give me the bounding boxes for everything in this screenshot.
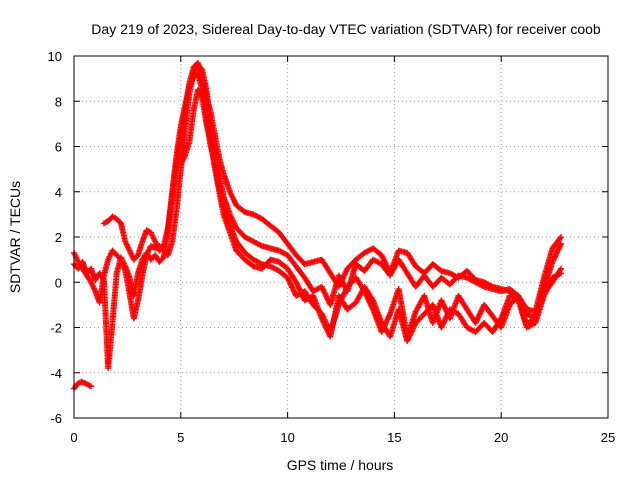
y-tick-labels: -6 -4 -2 0 2 4 6 8 10 [48,49,62,426]
data-point-fill [159,255,166,262]
x-tick-label: 20 [494,430,508,445]
chart-title: Day 219 of 2023, Sidereal Day-to-day VTE… [91,21,601,37]
grid-lines [74,56,608,418]
axis-ticks [73,55,609,419]
data-point-fill [557,235,564,242]
data-point [558,240,565,247]
x-tick-labels: 0 5 10 15 20 25 [70,430,615,445]
y-tick-label: 0 [55,275,62,290]
y-tick-label: 10 [48,49,62,64]
y-tick-label: -6 [50,411,62,426]
x-tick-label: 15 [387,430,401,445]
series-track-1 [71,378,95,392]
series-track-5 [177,86,565,345]
data-point [558,270,565,277]
x-axis-label: GPS time / hours [287,457,394,473]
x-tick-label: 0 [70,430,77,445]
data-point [88,383,95,390]
x-tick-label: 25 [601,430,615,445]
x-tick-label: 5 [177,430,184,445]
y-tick-label: 2 [55,230,62,245]
data-points [71,59,565,392]
y-tick-label: -2 [50,321,62,336]
x-tick-label: 10 [280,430,294,445]
y-axis-label: SDTVAR / TECUs [7,181,23,293]
data-point [558,234,565,240]
y-tick-label: 4 [55,185,62,200]
y-tick-label: -4 [50,366,62,381]
y-tick-label: 8 [55,94,62,109]
y-tick-label: 6 [55,140,62,155]
